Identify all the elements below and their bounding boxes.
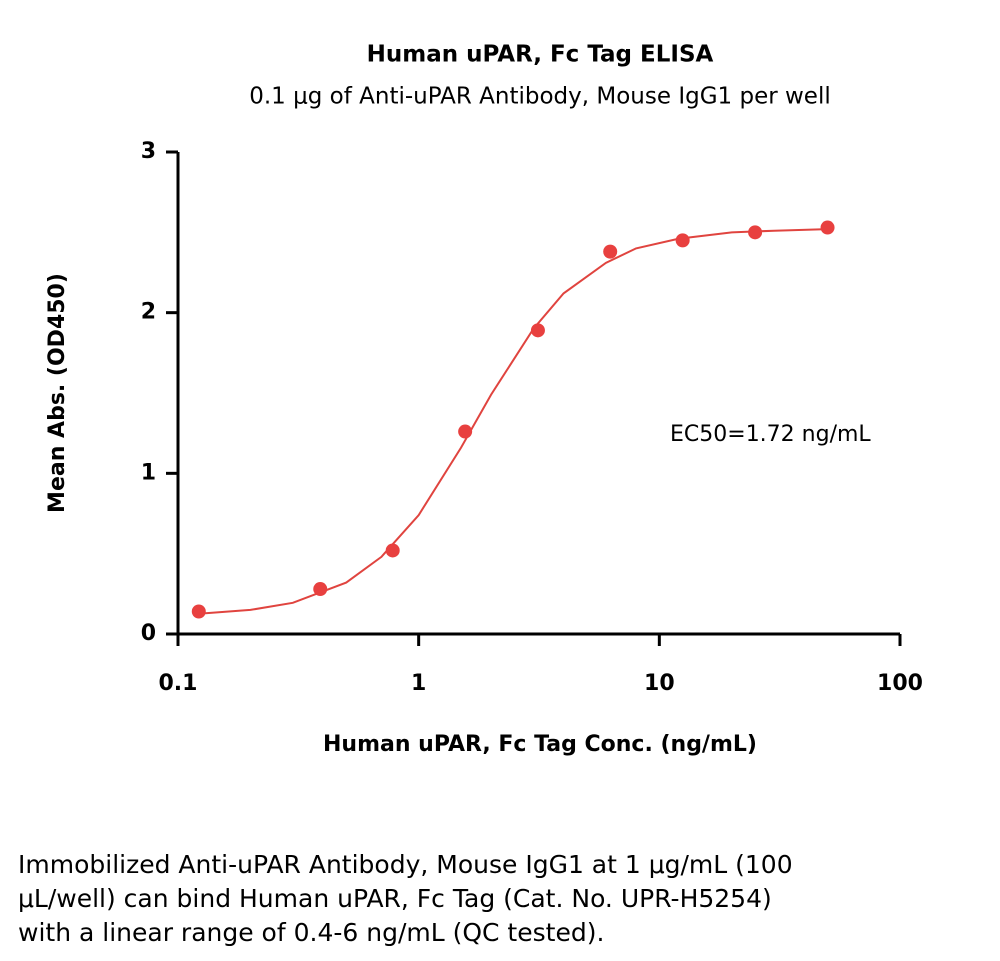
data-point <box>748 225 763 240</box>
y-axis-label: Mean Abs. (OD450) <box>45 273 70 513</box>
data-point <box>820 220 835 235</box>
y-tick-label: 3 <box>141 139 156 164</box>
x-tick-label: 1 <box>411 671 426 696</box>
caption-line: Immobilized Anti-uPAR Antibody, Mouse Ig… <box>18 850 793 879</box>
y-tick-label: 2 <box>141 300 156 325</box>
chart-title: Human uPAR, Fc Tag ELISA <box>367 42 714 68</box>
chart-subtitle: 0.1 μg of Anti-uPAR Antibody, Mouse IgG1… <box>249 84 831 110</box>
y-tick-label: 1 <box>141 460 156 485</box>
x-tick-label: 10 <box>644 671 675 696</box>
x-tick-label: 0.1 <box>159 671 198 696</box>
chart: Human uPAR, Fc Tag ELISA 0.1 μg of Anti-… <box>45 42 923 758</box>
data-point <box>191 604 206 619</box>
annotation: EC50=1.72 ng/mL <box>670 422 871 447</box>
caption: Immobilized Anti-uPAR Antibody, Mouse Ig… <box>18 848 978 950</box>
data-point <box>313 582 328 597</box>
data-point <box>385 543 400 558</box>
data-point <box>458 424 473 439</box>
x-tick-label: 100 <box>877 671 923 696</box>
data-point <box>675 233 690 248</box>
data-point <box>603 244 618 259</box>
y-tick-label: 0 <box>141 621 156 646</box>
caption-line: with a linear range of 0.4-6 ng/mL (QC t… <box>18 918 605 947</box>
x-axis-label: Human uPAR, Fc Tag Conc. (ng/mL) <box>323 732 757 757</box>
data-point <box>530 323 545 338</box>
caption-line: μL/well) can bind Human uPAR, Fc Tag (Ca… <box>18 884 772 913</box>
